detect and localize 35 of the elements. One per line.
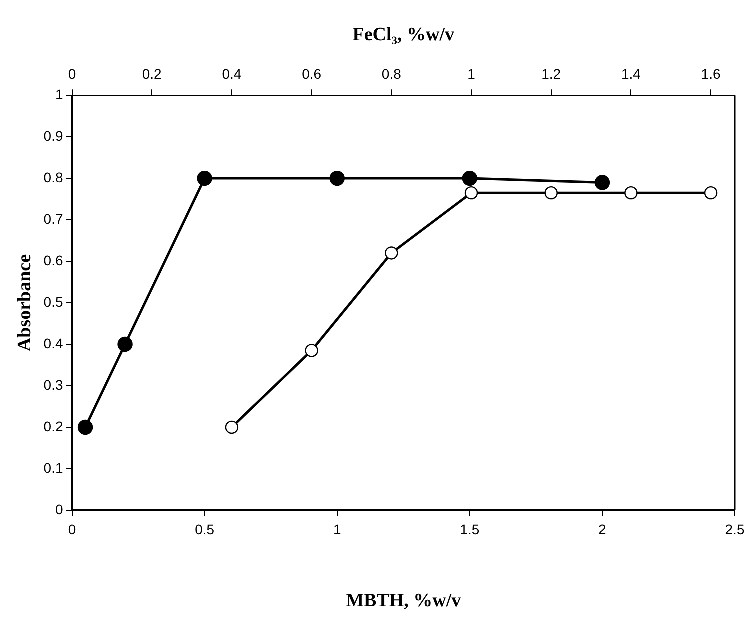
y-tick-label: 1 (55, 86, 64, 102)
x-tick-label: 1.5 (460, 522, 480, 538)
x-tick-label: 2 (598, 522, 607, 538)
point (330, 170, 345, 186)
y-tick-label: 0.4 (44, 335, 64, 352)
point (78, 420, 94, 436)
x2-tick-label: 1.4 (621, 66, 642, 82)
y-tick-label: 0.9 (44, 128, 64, 144)
y-tick-label: 0.3 (44, 376, 64, 393)
x2-tick-label: 1 (468, 66, 476, 82)
y-tick-label: 0.8 (44, 169, 64, 186)
y-axis-title: Absorbance (14, 254, 36, 352)
x-tick-label: 0 (68, 522, 76, 538)
y-tick-label: 0 (55, 501, 64, 518)
x-tick-label: 1 (333, 522, 342, 538)
x-tick-label: 0.5 (195, 522, 215, 538)
x2-axis-title: FeCl₃, %w/v (352, 24, 455, 46)
point (118, 336, 133, 352)
x2-tick-label: 1.2 (542, 66, 562, 82)
point (197, 170, 212, 186)
x2-tick-label: 0.2 (142, 66, 162, 82)
y-tick-label: 0.2 (44, 418, 64, 434)
point (594, 175, 610, 190)
x2-tick-label: 0.6 (302, 66, 322, 82)
y-tick-label: 0.7 (44, 210, 64, 227)
x-axis-title: MBTH, %w/v (346, 590, 462, 612)
x2-tick-label: 0.8 (382, 66, 402, 82)
y-tick-label: 0.1 (44, 460, 64, 476)
point (462, 170, 478, 186)
x2-tick-label: 1.6 (701, 66, 721, 82)
y-tick-label: 0.6 (44, 252, 64, 268)
x-tick-label: 2.5 (725, 522, 745, 538)
y-tick-label: 0.5 (44, 294, 64, 310)
x2-tick-label: 0.4 (222, 66, 242, 82)
x2-tick-label: 0 (68, 66, 76, 82)
